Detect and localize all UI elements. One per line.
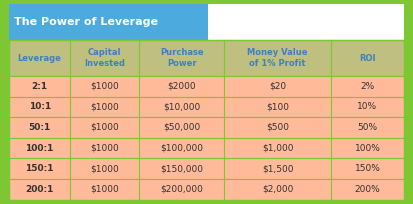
Text: $1000: $1000	[90, 102, 119, 111]
Text: Capital
Invested: Capital Invested	[84, 48, 125, 68]
Text: 2%: 2%	[360, 82, 375, 91]
Text: 150:1: 150:1	[26, 164, 54, 173]
Text: $2000: $2000	[168, 82, 196, 91]
Text: $50,000: $50,000	[163, 123, 200, 132]
FancyBboxPatch shape	[9, 40, 404, 76]
Text: $1000: $1000	[90, 185, 119, 194]
Text: $2,000: $2,000	[262, 185, 293, 194]
FancyBboxPatch shape	[9, 138, 404, 158]
Text: ROI: ROI	[359, 54, 376, 63]
FancyBboxPatch shape	[9, 76, 404, 97]
Text: $1000: $1000	[90, 123, 119, 132]
Text: $1,000: $1,000	[262, 144, 293, 153]
FancyBboxPatch shape	[9, 97, 404, 117]
Text: The Power of Leverage: The Power of Leverage	[14, 17, 158, 27]
FancyBboxPatch shape	[9, 117, 404, 138]
Text: $500: $500	[266, 123, 289, 132]
Text: $1000: $1000	[90, 164, 119, 173]
Text: $10,000: $10,000	[163, 102, 200, 111]
Text: 50:1: 50:1	[28, 123, 51, 132]
FancyBboxPatch shape	[9, 179, 404, 200]
Text: $1000: $1000	[90, 144, 119, 153]
Text: Leverage: Leverage	[18, 54, 62, 63]
Text: Purchase
Power: Purchase Power	[160, 48, 204, 68]
Text: $150,000: $150,000	[160, 164, 203, 173]
Text: 2:1: 2:1	[32, 82, 48, 91]
Text: Money Value
of 1% Profit: Money Value of 1% Profit	[247, 48, 308, 68]
Text: 100:1: 100:1	[26, 144, 54, 153]
Text: 50%: 50%	[357, 123, 377, 132]
FancyBboxPatch shape	[9, 4, 209, 40]
Text: 10%: 10%	[357, 102, 377, 111]
Text: 100%: 100%	[354, 144, 380, 153]
Text: $1,500: $1,500	[262, 164, 293, 173]
Text: $100: $100	[266, 102, 289, 111]
Text: 150%: 150%	[354, 164, 380, 173]
Text: 200%: 200%	[354, 185, 380, 194]
Text: 10:1: 10:1	[28, 102, 51, 111]
Text: $200,000: $200,000	[160, 185, 203, 194]
Text: $20: $20	[269, 82, 286, 91]
Text: 200:1: 200:1	[26, 185, 54, 194]
Text: $1000: $1000	[90, 82, 119, 91]
FancyBboxPatch shape	[9, 158, 404, 179]
FancyBboxPatch shape	[9, 4, 404, 200]
Text: $100,000: $100,000	[160, 144, 203, 153]
